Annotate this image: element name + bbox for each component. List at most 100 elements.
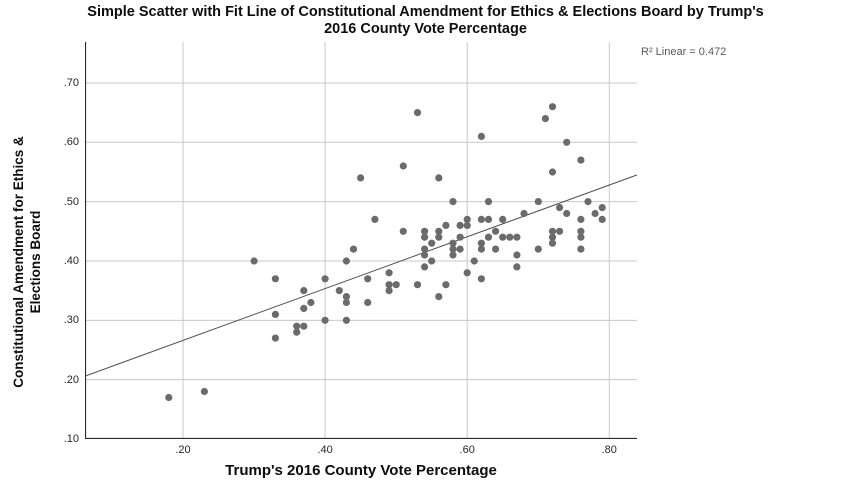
data-point xyxy=(357,174,365,182)
data-point xyxy=(449,198,457,206)
x-tick-label: .60 xyxy=(459,444,475,456)
data-point xyxy=(342,298,350,307)
data-point xyxy=(435,233,443,241)
data-point xyxy=(271,275,279,283)
data-point xyxy=(463,215,471,223)
data-point xyxy=(534,245,542,253)
data-point xyxy=(577,233,585,241)
data-point xyxy=(577,227,585,235)
y-tick-label: .50 xyxy=(63,195,79,208)
data-point xyxy=(435,293,443,301)
data-point xyxy=(399,227,407,235)
data-point xyxy=(307,298,315,307)
plot-area xyxy=(84,42,638,440)
data-point xyxy=(342,257,350,265)
data-point xyxy=(435,227,443,235)
data-point xyxy=(413,109,422,117)
data-point xyxy=(300,322,308,330)
data-point xyxy=(342,316,350,324)
data-point xyxy=(300,304,308,312)
data-point xyxy=(477,245,485,253)
data-point xyxy=(577,156,585,164)
data-point xyxy=(421,251,429,259)
data-point xyxy=(556,227,564,235)
data-point xyxy=(577,245,585,253)
data-point xyxy=(513,251,521,259)
data-point xyxy=(477,239,485,247)
data-point xyxy=(271,310,279,318)
data-point xyxy=(371,215,379,223)
data-point xyxy=(413,281,422,289)
data-point xyxy=(477,275,485,283)
data-point xyxy=(577,215,585,223)
y-tick-label: .70 xyxy=(63,76,79,89)
fit-line xyxy=(84,174,638,377)
y-tick-label: .60 xyxy=(63,136,79,149)
y-tick-label: .30 xyxy=(63,314,79,327)
data-point xyxy=(520,209,528,218)
data-point xyxy=(364,275,372,283)
data-point xyxy=(385,287,393,295)
data-point xyxy=(321,275,329,283)
data-point xyxy=(428,239,436,247)
data-point xyxy=(442,221,450,229)
data-point xyxy=(435,174,443,182)
y-tick-label: .20 xyxy=(63,373,79,386)
data-point xyxy=(385,269,393,277)
data-point xyxy=(456,245,464,253)
data-point xyxy=(563,138,571,146)
data-point xyxy=(456,233,464,241)
data-point xyxy=(492,245,500,253)
x-tick-label: .80 xyxy=(601,444,617,456)
data-point xyxy=(449,239,457,247)
chart-title-line2: 2016 County Vote Percentage xyxy=(324,20,527,37)
data-point xyxy=(335,287,343,295)
data-point xyxy=(300,287,308,295)
r-squared-annotation: R² Linear = 0.472 xyxy=(641,46,727,58)
data-point xyxy=(492,227,500,235)
data-point xyxy=(349,245,358,253)
data-point xyxy=(385,281,393,289)
data-point xyxy=(442,281,450,289)
data-point xyxy=(548,239,557,247)
chart-title-line1: Simple Scatter with Fit Line of Constitu… xyxy=(87,4,764,20)
data-point xyxy=(513,263,521,271)
data-point xyxy=(477,132,485,140)
data-point xyxy=(421,227,429,235)
data-point xyxy=(484,198,493,206)
data-point xyxy=(477,215,485,223)
data-point xyxy=(506,233,514,241)
data-point xyxy=(563,209,571,218)
data-point xyxy=(271,334,279,342)
data-point xyxy=(321,316,329,324)
data-point xyxy=(598,215,606,223)
data-point xyxy=(463,221,471,229)
data-point xyxy=(392,281,400,289)
data-point xyxy=(449,245,457,253)
y-tick-label: .40 xyxy=(63,254,79,267)
data-point xyxy=(421,245,429,253)
scatter-plot-canvas xyxy=(84,42,638,440)
data-point xyxy=(470,257,478,265)
data-point xyxy=(499,215,507,223)
data-point xyxy=(165,393,173,402)
data-point xyxy=(513,233,521,241)
data-point xyxy=(250,257,258,265)
data-point xyxy=(548,233,557,241)
data-point xyxy=(428,257,436,265)
chart-title: Simple Scatter with Fit Line of Constitu… xyxy=(0,4,851,37)
data-point xyxy=(548,227,557,235)
x-axis-title: Trump's 2016 County Vote Percentage xyxy=(225,462,497,479)
data-point xyxy=(399,162,407,170)
data-point xyxy=(421,263,429,271)
data-point xyxy=(548,168,557,176)
x-tick-label: .40 xyxy=(317,444,333,456)
data-point xyxy=(591,209,599,218)
data-point xyxy=(293,328,301,336)
data-point xyxy=(541,115,549,123)
data-point xyxy=(293,322,301,330)
data-point xyxy=(484,233,493,241)
data-point xyxy=(556,204,564,212)
data-point xyxy=(421,233,429,241)
